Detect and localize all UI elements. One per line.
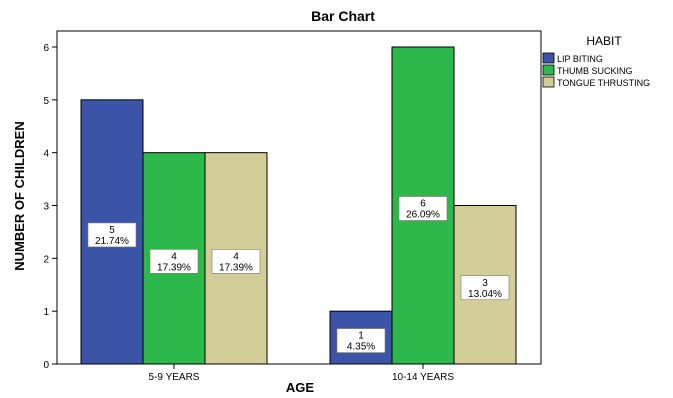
x-tick-label: 5-9 YEARS [149,372,200,383]
data-label-count: 6 [420,199,426,210]
y-tick-label: 5 [43,96,49,107]
legend-label: TONGUE THRUSTING [557,78,650,88]
data-label-box [87,222,137,248]
data-label-box [149,249,199,274]
legend-swatch [542,76,555,88]
y-tick-label: 1 [43,307,49,318]
data-label-box [398,196,448,221]
data-label-percent: 17.39% [219,262,253,273]
x-axis-title: AGE [286,380,315,395]
legend-label: THUMB SUCKING [557,66,633,76]
legend-label: LIP BITING [557,54,603,64]
y-axis: 0 1 2 3 4 5 6 [43,43,57,371]
data-label-box [211,249,261,274]
data-label-percent: 13.04% [468,289,502,300]
chart-title: Bar Chart [311,8,375,24]
data-label-count: 1 [358,331,364,342]
x-tick-label: 10-14 YEARS [392,372,454,383]
legend-title: HABIT [586,34,622,48]
y-tick-label: 6 [43,43,49,54]
legend-swatch [542,64,555,76]
data-label-count: 5 [109,225,115,236]
data-label-percent: 17.39% [157,262,191,273]
data-label-count: 3 [482,278,488,289]
y-tick-label: 0 [43,360,49,371]
y-tick-label: 2 [43,254,49,265]
y-tick-label: 3 [43,202,49,213]
data-labels: 521.74%417.39%417.39%14.35%626.09%313.04… [87,196,510,353]
legend-swatch [542,52,555,64]
y-axis-title: NUMBER OF CHILDREN [12,121,27,271]
legend: HABIT LIP BITING THUMB SUCKING TONGUE THRU… [542,34,650,88]
data-label-percent: 26.09% [406,210,440,221]
data-label-box [336,328,386,353]
data-label-percent: 21.74% [95,236,129,247]
y-tick-label: 4 [43,149,49,160]
data-label-count: 4 [171,251,177,262]
data-label-box [460,275,510,301]
data-label-count: 4 [233,251,239,262]
x-axis: 5-9 YEARS 10-14 YEARS [149,364,454,383]
data-label-percent: 4.35% [347,342,375,353]
